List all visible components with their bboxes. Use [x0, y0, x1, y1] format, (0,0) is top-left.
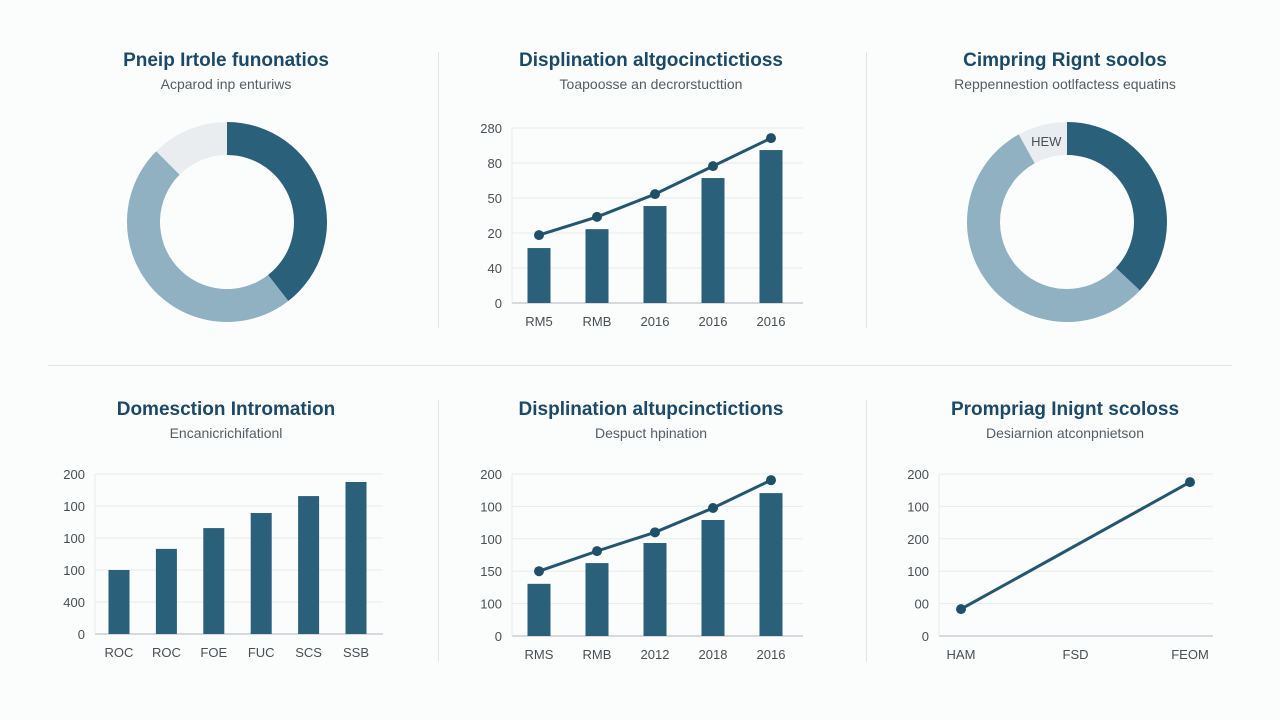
y-tick-label: 200 [907, 532, 929, 547]
x-tick-label: 2018 [699, 647, 728, 662]
chart-subtitle: Reppennestion ootlfactess equatins [954, 76, 1176, 92]
chart-title: Displination altupcinctictions [518, 399, 784, 420]
donut-slice [967, 134, 1140, 322]
x-tick-label: 2016 [641, 314, 670, 329]
x-tick-label: HAM [947, 647, 976, 662]
x-tick-label: ROC [105, 645, 134, 660]
x-tick-label: FOE [200, 645, 227, 660]
chart-subtitle: Despuct hpination [594, 425, 708, 441]
bar [701, 178, 725, 303]
donut-slice [156, 122, 227, 175]
line-point [708, 161, 718, 172]
donut-slice [1018, 122, 1067, 164]
y-tick-label: 40 [488, 261, 502, 276]
y-tick-label: 0 [495, 296, 502, 311]
bar [759, 493, 783, 636]
donut-slice [126, 151, 289, 322]
bar [527, 248, 551, 303]
y-tick-label: 100 [63, 499, 85, 514]
line-point [650, 189, 660, 200]
divider [438, 52, 439, 328]
line-point [592, 546, 602, 557]
bar [585, 563, 609, 636]
x-tick-label: FSD [1063, 647, 1089, 662]
x-tick-label: RMB [583, 647, 612, 662]
bar [585, 229, 609, 303]
x-tick-label: 2016 [757, 647, 786, 662]
series-line [960, 480, 1191, 611]
bar [298, 496, 320, 634]
bar [701, 520, 725, 636]
divider [866, 52, 867, 328]
y-tick-label: 0 [78, 627, 85, 642]
x-tick-label: SSB [343, 645, 369, 660]
y-tick-label: 0 [922, 629, 929, 644]
line-point [956, 604, 966, 615]
y-tick-label: 100 [480, 532, 502, 547]
y-tick-label: 100 [63, 563, 85, 578]
y-tick-label: 80 [488, 156, 502, 171]
line-point [1185, 477, 1195, 488]
bar [759, 150, 783, 303]
x-tick-label: 2012 [641, 647, 670, 662]
line-point [534, 230, 544, 241]
y-tick-label: 100 [63, 531, 85, 546]
donut-slice [227, 122, 328, 302]
chart-subtitle: Acparod inp enturiws [160, 76, 292, 92]
line-point [766, 475, 776, 486]
y-tick-label: 100 [480, 597, 502, 612]
x-tick-label: FUC [248, 645, 275, 660]
row-divider [48, 365, 1232, 366]
x-tick-label: SCS [295, 645, 322, 660]
y-tick-label: 400 [63, 595, 85, 610]
line-point [650, 527, 660, 538]
line-point [766, 133, 776, 144]
x-tick-label: RMB [583, 314, 612, 329]
y-tick-label: 100 [907, 564, 929, 579]
bar [155, 548, 177, 634]
x-tick-label: ROC [152, 645, 181, 660]
bar [250, 513, 272, 634]
y-tick-label: 00 [915, 597, 929, 612]
x-tick-label: RMS [525, 647, 554, 662]
line-point [534, 566, 544, 577]
y-tick-label: 150 [480, 564, 502, 579]
chart-subtitle: Toapoosse an decrorstucttion [559, 76, 743, 92]
divider [438, 400, 439, 662]
y-tick-label: 20 [488, 226, 502, 241]
bar [203, 528, 225, 634]
bar [108, 570, 130, 634]
divider [866, 400, 867, 662]
y-tick-label: 200 [480, 467, 502, 482]
bar [527, 583, 551, 636]
slice-label: HEW [1031, 134, 1062, 149]
y-tick-label: 100 [480, 499, 502, 514]
y-tick-label: 200 [907, 467, 929, 482]
y-tick-label: 0 [495, 629, 502, 644]
x-tick-label: 2016 [699, 314, 728, 329]
chart-subtitle: Desiarnion atconpnietson [986, 425, 1144, 441]
x-tick-label: RM5 [525, 314, 552, 329]
bar [345, 482, 367, 634]
chart-title: Displination altgocinctictioss [519, 50, 783, 71]
line-point [592, 211, 602, 222]
chart-title: Pneip Irtole funonatios [123, 50, 329, 71]
chart-title: Domesction Intromation [116, 399, 336, 420]
y-tick-label: 50 [488, 191, 502, 206]
bar [643, 543, 667, 636]
line-point [708, 503, 718, 514]
chart-title: Prompriag Inignt scoloss [950, 399, 1180, 420]
y-tick-label: 200 [63, 467, 85, 482]
bar [643, 206, 667, 303]
y-tick-label: 100 [907, 499, 929, 514]
y-tick-label: 280 [480, 121, 502, 136]
x-tick-label: 2016 [757, 314, 786, 329]
chart-subtitle: Encanicrichifationl [169, 425, 283, 441]
donut-slice [1067, 122, 1167, 291]
chart-title: Cimpring Rignt soolos [963, 50, 1167, 71]
x-tick-label: FEOM [1171, 647, 1209, 662]
